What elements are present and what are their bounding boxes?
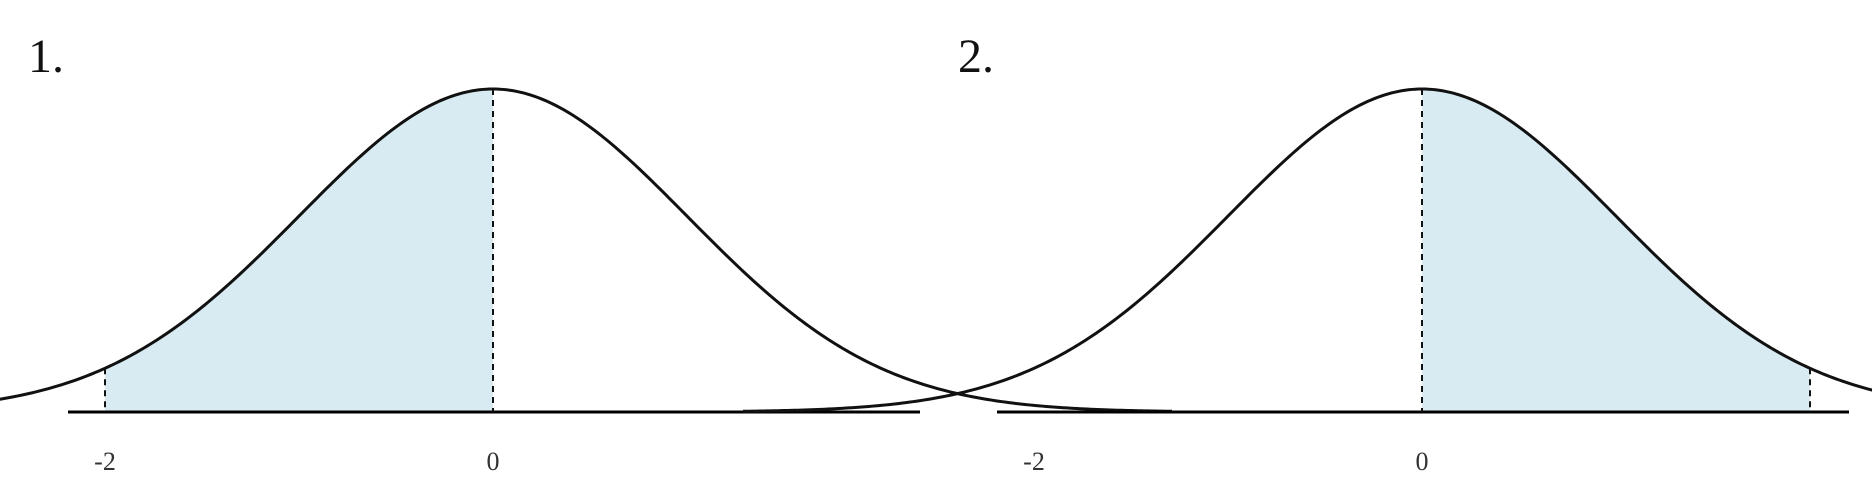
panel-number: 1. — [28, 30, 64, 83]
panel-number: 2. — [958, 30, 994, 83]
x-tick-label: 0 — [1416, 447, 1429, 476]
shaded-area — [1422, 89, 1810, 412]
x-tick-label: 0 — [487, 447, 500, 476]
shaded-area — [105, 89, 493, 412]
chart-panel-2: 2. -2 0 — [742, 30, 1872, 476]
chart-panel-1: 1. -2 0 — [0, 30, 1173, 476]
x-tick-label: -2 — [1023, 447, 1045, 476]
x-tick-label: -2 — [94, 447, 116, 476]
